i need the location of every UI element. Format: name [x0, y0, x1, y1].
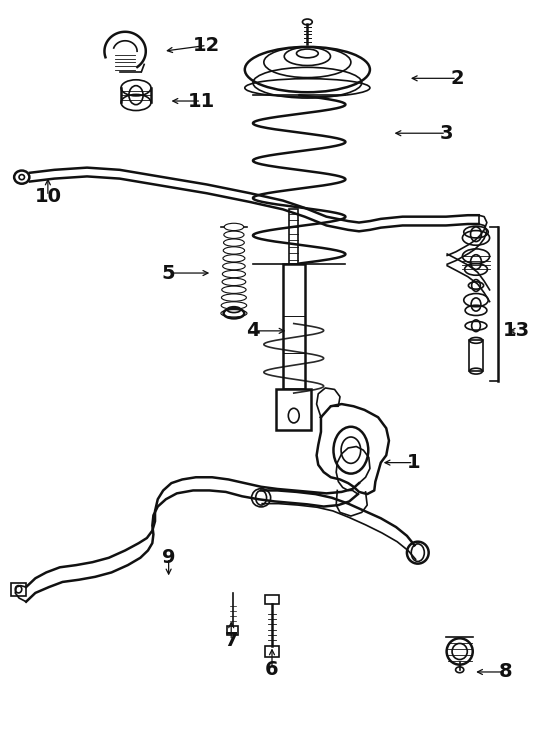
Bar [289, 209, 298, 264]
Text: 4: 4 [246, 321, 260, 340]
Bar [265, 595, 279, 604]
Text: 12: 12 [193, 36, 220, 55]
Text: 9: 9 [162, 548, 175, 567]
Text: 11: 11 [188, 92, 215, 111]
Text: 2: 2 [450, 69, 464, 88]
Text: 3: 3 [440, 124, 453, 143]
Text: 10: 10 [34, 187, 61, 206]
Bar [227, 626, 238, 635]
Bar [469, 340, 483, 371]
Text: 5: 5 [162, 264, 176, 283]
Bar [11, 583, 26, 596]
Text: 8: 8 [499, 662, 513, 681]
Bar [276, 389, 311, 430]
Bar [283, 264, 305, 389]
Text: 1: 1 [406, 453, 421, 472]
Text: 13: 13 [503, 321, 530, 340]
Text: 6: 6 [265, 660, 279, 679]
Text: 7: 7 [225, 631, 238, 650]
Bar [265, 646, 279, 657]
